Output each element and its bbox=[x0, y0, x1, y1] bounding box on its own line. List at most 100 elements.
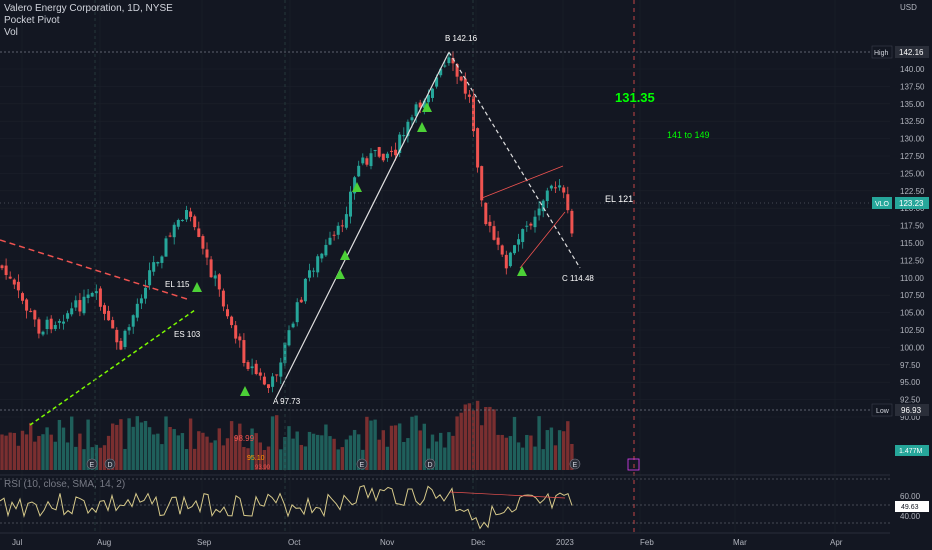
volume-bar bbox=[143, 420, 148, 470]
price-tick: 125.00 bbox=[900, 169, 925, 178]
volume-bar bbox=[209, 442, 213, 470]
candle-body bbox=[562, 187, 566, 193]
indicator-name[interactable]: Pocket Pivot bbox=[4, 15, 60, 26]
candle-body bbox=[496, 237, 500, 245]
volume-bar bbox=[8, 432, 12, 470]
time-tick: Dec bbox=[471, 538, 485, 547]
volume-bar bbox=[357, 434, 361, 470]
volume-bar bbox=[86, 419, 90, 470]
candle-body bbox=[57, 321, 61, 323]
candle-body bbox=[455, 64, 459, 77]
candle-body bbox=[508, 252, 512, 267]
candle-body bbox=[37, 319, 41, 334]
candle-body bbox=[90, 292, 94, 297]
volume-bar bbox=[324, 424, 328, 470]
price-badges: High 142.16 Low 96.93 VLO 123.23 1.477M … bbox=[871, 45, 929, 521]
candle-body bbox=[344, 214, 348, 228]
volume-bar bbox=[24, 434, 29, 470]
candle-body bbox=[299, 299, 303, 303]
volume-bar bbox=[74, 446, 78, 470]
rsi-legend[interactable]: RSI (10, close, SMA, 14, 2) bbox=[4, 479, 126, 490]
volume-bar bbox=[156, 433, 160, 470]
volume-bar bbox=[33, 441, 37, 470]
volume-bar bbox=[418, 430, 422, 470]
volume-name[interactable]: Vol bbox=[4, 27, 18, 38]
volume-bar bbox=[70, 416, 74, 470]
volume-bar bbox=[258, 442, 262, 470]
candle-body bbox=[398, 134, 402, 153]
pivot-triangle bbox=[352, 182, 362, 192]
volume-bar bbox=[135, 416, 139, 470]
candle-body bbox=[262, 376, 266, 385]
volume-bar bbox=[475, 400, 480, 470]
volume-bar bbox=[504, 437, 508, 470]
candle-body bbox=[402, 135, 406, 137]
volume-bar bbox=[422, 423, 426, 470]
candle-body bbox=[369, 153, 373, 167]
volume-bar bbox=[123, 448, 127, 470]
volume-bar bbox=[254, 433, 258, 470]
volume-bar bbox=[45, 427, 49, 470]
volume-bar bbox=[463, 404, 467, 470]
volume-bar bbox=[455, 416, 459, 470]
candle-body bbox=[127, 327, 131, 331]
volume-bar bbox=[344, 439, 349, 470]
candle-body bbox=[4, 265, 8, 276]
volume-bar bbox=[262, 449, 267, 470]
volume-bar bbox=[160, 444, 164, 470]
time-tick: Sep bbox=[197, 538, 212, 547]
event-marker-label: D bbox=[108, 462, 113, 469]
price-tick: 97.50 bbox=[900, 361, 921, 370]
volume-bar bbox=[106, 435, 111, 470]
volume-bar bbox=[311, 433, 316, 470]
candle-body bbox=[70, 308, 74, 315]
volume-bar bbox=[521, 447, 525, 470]
candlesticks bbox=[0, 51, 574, 393]
price-tick: 140.00 bbox=[900, 65, 925, 74]
volume-bar bbox=[184, 449, 189, 470]
volume-bar bbox=[566, 421, 570, 470]
volume-bar bbox=[201, 432, 205, 470]
candle-body bbox=[279, 362, 283, 377]
price-tick: 92.50 bbox=[900, 396, 921, 405]
candle-body bbox=[533, 216, 537, 228]
volume-bar bbox=[549, 427, 554, 470]
volume-bar bbox=[352, 429, 357, 470]
volume-bar bbox=[131, 426, 135, 470]
volume-bar bbox=[139, 422, 144, 470]
event-marker bbox=[356, 458, 368, 470]
chart-legend[interactable]: Valero Energy Corporation, 1D, NYSE Pock… bbox=[4, 3, 173, 39]
volume-bar bbox=[451, 435, 455, 470]
candle-body bbox=[16, 281, 20, 291]
candle-body bbox=[254, 363, 258, 375]
time-tick: Apr bbox=[830, 538, 843, 547]
candle-body bbox=[135, 303, 139, 318]
volume-bar bbox=[57, 419, 62, 470]
volume-bar bbox=[213, 440, 217, 470]
volume-bar bbox=[348, 435, 353, 470]
price-axis[interactable]: USD 140.00 137.50 135.00 132.50 130.00 127.50… bbox=[890, 0, 932, 550]
target-label: 131.35 bbox=[615, 90, 655, 105]
candle-body bbox=[176, 220, 180, 227]
pocket-pivot-markers bbox=[192, 102, 527, 396]
symbol-title[interactable]: Valero Energy Corporation, 1D, NYSE bbox=[4, 3, 173, 14]
volume-bar bbox=[557, 430, 562, 470]
volume-bar bbox=[328, 436, 332, 470]
volume-bar bbox=[94, 444, 98, 470]
time-tick: Jul bbox=[12, 538, 22, 547]
volume-badge: 1.477M bbox=[899, 448, 923, 455]
candle-body bbox=[0, 265, 4, 269]
candle-body bbox=[467, 94, 471, 97]
time-axis[interactable]: Jul Aug Sep Oct Nov Dec 2023 Feb Mar Apr bbox=[12, 538, 843, 547]
rsi-line bbox=[0, 484, 573, 530]
pivot-triangle bbox=[340, 250, 350, 260]
volume-bar bbox=[537, 416, 541, 470]
event-marker-label: E bbox=[573, 462, 578, 469]
volume-bar bbox=[246, 448, 250, 470]
rsi-divergence-line bbox=[449, 491, 566, 499]
note-9899: 98.99 bbox=[234, 434, 255, 443]
candle-body bbox=[394, 149, 398, 156]
candle-body bbox=[340, 225, 344, 227]
